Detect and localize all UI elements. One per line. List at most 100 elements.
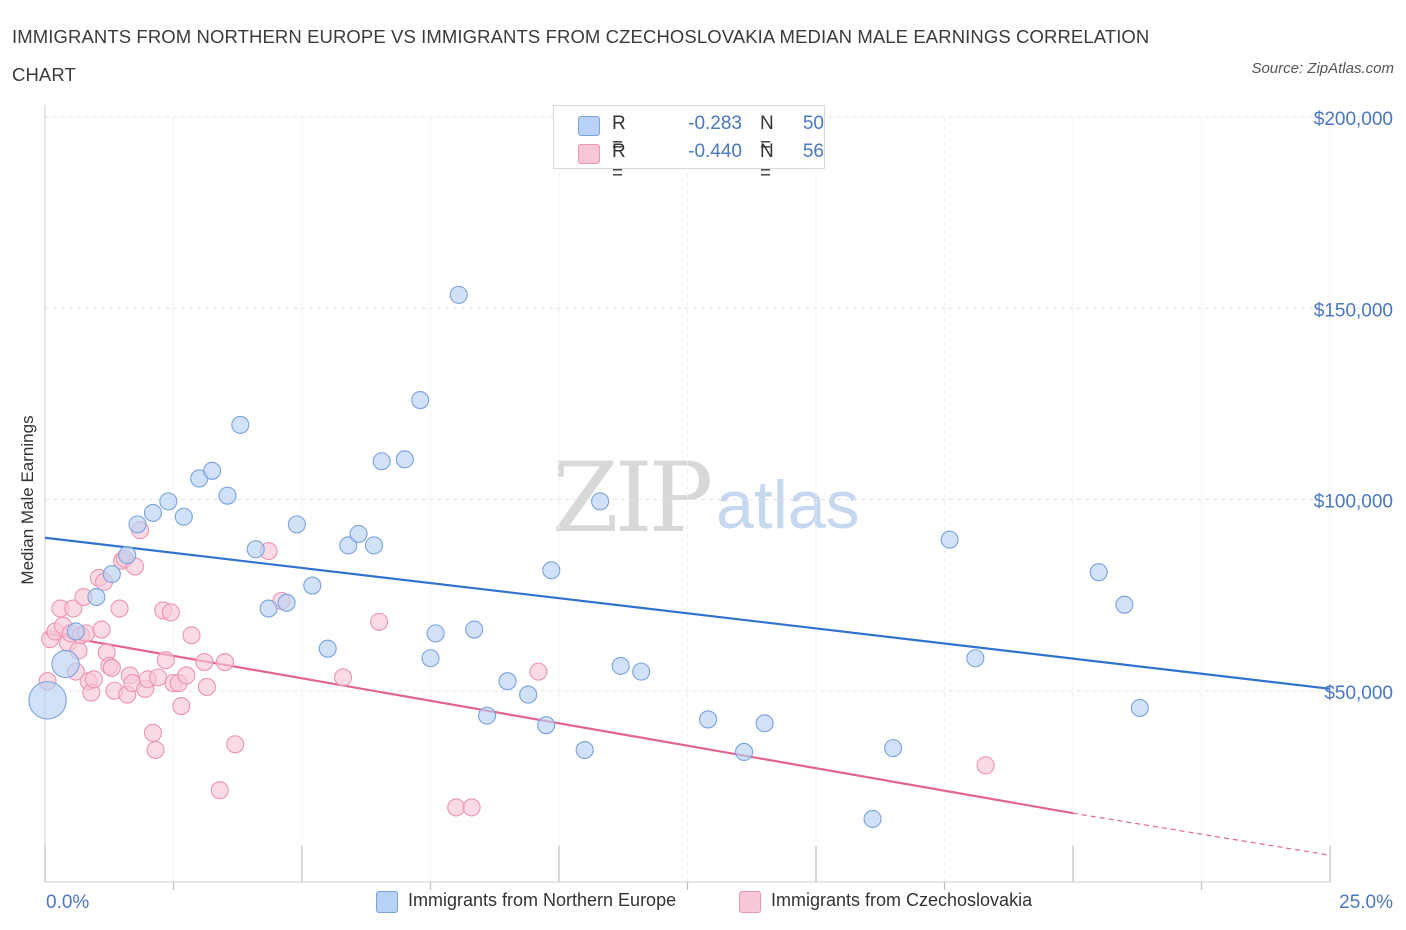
legend-n-value: 56: [802, 141, 824, 162]
points-layer: [28, 119, 1149, 828]
northern-europe-point: [426, 624, 445, 643]
czechoslovakia-point: [84, 670, 103, 689]
northern-europe-point: [203, 461, 222, 480]
czechoslovakia-point: [215, 653, 234, 672]
northern-europe-point: [303, 576, 322, 595]
y-tick-label: $200,000: [1314, 109, 1393, 130]
northern-europe-point: [51, 649, 80, 679]
czechoslovakia-point: [146, 740, 165, 760]
legend-swatch-pink: [578, 144, 600, 164]
chart-title: IMMIGRANTS FROM NORTHERN EUROPE VS IMMIG…: [12, 26, 1150, 85]
northern-europe-point: [411, 390, 430, 410]
northern-europe-point: [465, 620, 484, 639]
northern-europe-trendline: [44, 536, 1331, 690]
legend-n-label: N =: [760, 113, 774, 156]
watermark-atlas: atlas: [716, 467, 860, 543]
northern-europe-point: [863, 809, 882, 828]
legend-r-value: -0.283: [688, 113, 742, 134]
czechoslovakia-point: [226, 735, 245, 754]
bottom-legend-label: Immigrants from Czechoslovakia: [771, 890, 1033, 910]
legend-r-label: R =: [612, 141, 626, 184]
legend-swatch-blue: [578, 116, 600, 136]
northern-europe-point: [395, 450, 414, 469]
northern-europe-point: [699, 710, 718, 729]
czechoslovakia-point: [177, 666, 196, 685]
tick-label-layer: $50,000 $100,000 $150,000 $200,000 0.0% 25.0%: [46, 109, 1393, 913]
czechoslovakia-point: [195, 653, 214, 672]
northern-europe-point: [128, 515, 147, 534]
x-tick-label: 25.0%: [1339, 892, 1393, 913]
czechoslovakia-point: [197, 677, 216, 696]
northern-europe-point: [734, 742, 754, 762]
y-tick-label: $100,000: [1314, 492, 1393, 513]
northern-europe-point: [372, 452, 391, 471]
northern-europe-point: [143, 503, 162, 522]
czechoslovakia-point: [976, 756, 995, 775]
northern-europe-point: [159, 492, 178, 511]
northern-europe-point: [287, 515, 306, 534]
northern-europe-point: [231, 415, 250, 434]
northern-europe-point: [318, 639, 337, 658]
northern-europe-point: [277, 593, 296, 612]
czechoslovakia-point: [149, 668, 168, 687]
czechoslovakia-point: [102, 658, 121, 677]
northern-europe-point: [1115, 595, 1134, 614]
northern-europe-point: [87, 587, 106, 607]
northern-europe-point: [519, 685, 538, 704]
northern-europe-point: [364, 536, 384, 555]
y-tick-label: $50,000: [1324, 683, 1393, 704]
northern-europe-point: [339, 536, 358, 555]
czechoslovakia-point: [529, 662, 548, 681]
czechoslovakia-point: [210, 781, 229, 800]
northern-europe-point: [498, 672, 517, 691]
czechoslovakia-point: [447, 798, 466, 817]
legend-r-value: -0.440: [688, 141, 742, 162]
czechoslovakia-point: [462, 798, 481, 817]
northern-europe-point: [591, 492, 610, 511]
northern-europe-point: [449, 285, 468, 304]
czechoslovakia-point: [182, 626, 201, 645]
axis-layer: [44, 105, 1331, 890]
northern-europe-point: [537, 716, 556, 735]
czechoslovakia-trendline-extension: [1072, 812, 1331, 856]
y-tick-label: $150,000: [1314, 300, 1393, 321]
northern-europe-point: [28, 681, 67, 720]
legend-r-label: R =: [612, 113, 626, 156]
watermark-zip: ZIP: [552, 442, 713, 554]
northern-europe-point: [966, 649, 985, 668]
northern-europe-point: [755, 714, 774, 733]
northern-europe-point: [542, 561, 561, 580]
northern-europe-point: [477, 706, 497, 725]
bottom-legend-swatch-blue: [376, 891, 398, 913]
northern-europe-point: [102, 565, 121, 584]
bottom-legend-swatch-pink: [739, 891, 761, 913]
northern-europe-point: [1130, 698, 1149, 718]
bottom-legend-label: Immigrants from Northern Europe: [408, 890, 677, 910]
source-label: Source: ZipAtlas.com: [1251, 60, 1394, 77]
czechoslovakia-point: [334, 668, 353, 687]
northern-europe-point: [118, 545, 137, 565]
czechoslovakia-point: [172, 696, 191, 716]
northern-europe-point: [632, 662, 651, 681]
northern-europe-point: [246, 540, 265, 559]
northern-europe-point: [218, 486, 237, 505]
northern-europe-point: [349, 524, 368, 543]
northern-europe-point: [174, 507, 193, 526]
grid-layer: [45, 116, 1395, 882]
northern-europe-point: [884, 739, 903, 758]
czechoslovakia-point: [92, 620, 111, 639]
czechoslovakia-point: [110, 599, 129, 618]
northern-europe-point: [575, 740, 594, 760]
czechoslovakia-point: [143, 723, 162, 742]
northern-europe-point: [66, 622, 85, 641]
legend-n-label: N =: [760, 141, 774, 184]
correlation-legend: R = -0.283 N = 50 R = -0.440 N = 56: [553, 105, 825, 184]
czechoslovakia-point: [64, 599, 83, 618]
czechoslovakia-point: [161, 603, 180, 622]
czechoslovakia-point: [370, 612, 389, 631]
northern-europe-point: [259, 599, 278, 618]
northern-europe-point: [421, 649, 440, 668]
czechoslovakia-point: [156, 651, 175, 670]
x-tick-label: 0.0%: [46, 892, 89, 913]
